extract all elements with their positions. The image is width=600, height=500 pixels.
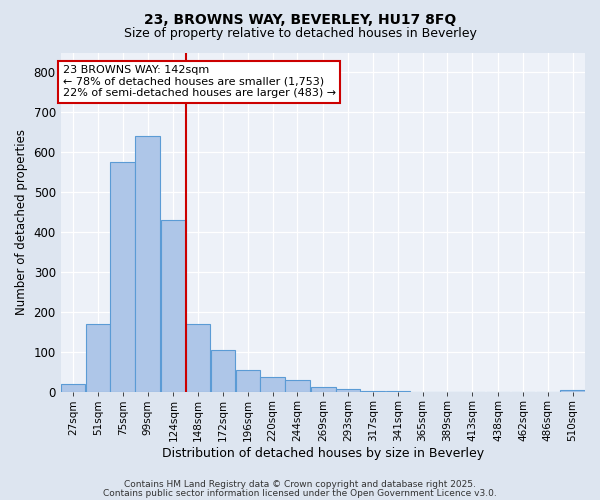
Bar <box>186 324 211 392</box>
Bar <box>161 220 185 392</box>
Y-axis label: Number of detached properties: Number of detached properties <box>15 130 28 316</box>
Bar <box>211 350 235 393</box>
Bar <box>336 389 361 392</box>
Bar <box>135 136 160 392</box>
Bar <box>386 391 410 392</box>
Bar <box>110 162 135 392</box>
Bar <box>285 380 310 392</box>
Text: Contains HM Land Registry data © Crown copyright and database right 2025.: Contains HM Land Registry data © Crown c… <box>124 480 476 489</box>
Bar <box>61 384 85 392</box>
Bar <box>311 387 335 392</box>
Text: 23, BROWNS WAY, BEVERLEY, HU17 8FQ: 23, BROWNS WAY, BEVERLEY, HU17 8FQ <box>144 12 456 26</box>
X-axis label: Distribution of detached houses by size in Beverley: Distribution of detached houses by size … <box>162 447 484 460</box>
Text: 23 BROWNS WAY: 142sqm
← 78% of detached houses are smaller (1,753)
22% of semi-d: 23 BROWNS WAY: 142sqm ← 78% of detached … <box>63 66 336 98</box>
Bar <box>86 324 110 392</box>
Text: Size of property relative to detached houses in Beverley: Size of property relative to detached ho… <box>124 28 476 40</box>
Bar <box>361 391 385 392</box>
Bar <box>560 390 585 392</box>
Bar <box>236 370 260 392</box>
Bar <box>260 377 285 392</box>
Text: Contains public sector information licensed under the Open Government Licence v3: Contains public sector information licen… <box>103 488 497 498</box>
